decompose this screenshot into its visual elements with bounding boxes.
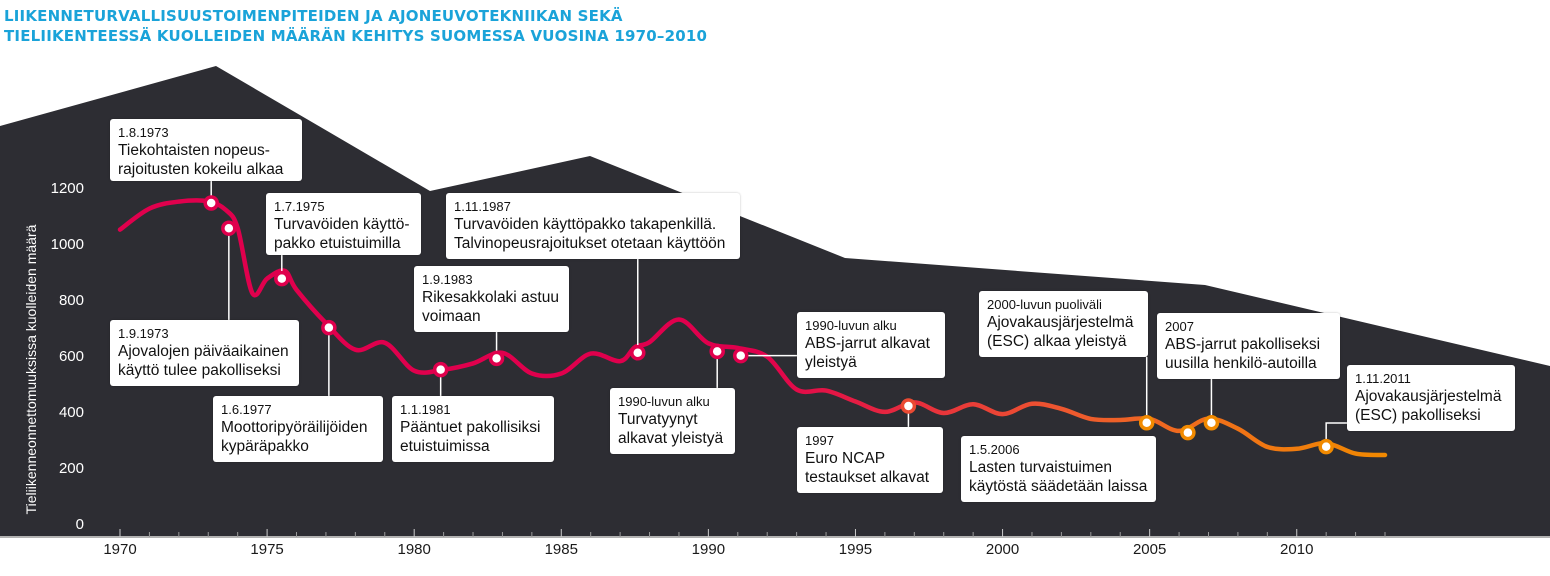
annotation-callout: 1.7.1975 Turvavöiden käyttö- pakko etuist… bbox=[266, 193, 421, 255]
annotation-callout: 1.6.1977 Moottoripyöräilijöiden kypäräpak… bbox=[213, 396, 383, 462]
marker-layer bbox=[203, 195, 1334, 455]
annotation-callout: 1.11.2011 Ajovakausjärjestelmä (ESC) pako… bbox=[1347, 365, 1515, 431]
y-tick-label: 200 bbox=[59, 460, 84, 477]
annotation-text: Turvavöiden käyttöpakko takapenkillä. Ta… bbox=[454, 216, 726, 252]
annotation-date: 2000-luvun puoliväli bbox=[987, 297, 1102, 312]
event-marker bbox=[203, 195, 219, 211]
annotation-callout: 1.8.1973 Tiekohtaisten nopeus- rajoituste… bbox=[110, 119, 302, 181]
event-marker bbox=[274, 270, 290, 287]
x-tick-label: 1985 bbox=[545, 541, 578, 558]
annotation-text: Rikesakkolaki astuu voimaan bbox=[422, 289, 559, 325]
annotation-date: 1.9.1983 bbox=[422, 272, 473, 287]
x-tick-label: 1980 bbox=[397, 541, 430, 558]
annotation-text: ABS-jarrut alkavat yleistyä bbox=[805, 335, 930, 371]
event-marker bbox=[1138, 415, 1155, 431]
annotation-callout: 1990-luvun alku ABS-jarrut alkavat yleist… bbox=[797, 312, 945, 378]
annotation-callout: 1.11.1987 Turvavöiden käyttöpakko takapen… bbox=[446, 193, 740, 259]
event-marker bbox=[630, 345, 646, 361]
annotation-date: 2007 bbox=[1165, 319, 1194, 334]
annotation-callout: 2000-luvun puoliväli Ajovakausjärjestelmä… bbox=[979, 291, 1148, 357]
annotation-date: 1997 bbox=[805, 433, 834, 448]
y-tick-label: 1200 bbox=[51, 180, 84, 197]
y-axis-label: Tieliikenneonnettomuuksissa kuolleiden m… bbox=[23, 224, 39, 514]
event-marker bbox=[732, 347, 749, 364]
annotation-date: 1990-luvun alku bbox=[618, 394, 710, 409]
event-marker bbox=[709, 343, 725, 360]
y-tick-label: 800 bbox=[59, 292, 84, 309]
annotation-text: Ajovakausjärjestelmä (ESC) pakolliseksi bbox=[1355, 388, 1502, 424]
annotation-callout: 1.1.1981 Pääntuet pakollisiksi etuistuimi… bbox=[392, 396, 554, 462]
annotation-callout: 1.9.1973 Ajovalojen päiväaikainen käyttö … bbox=[110, 320, 299, 386]
annotation-text: Turvatyynyt alkavat yleistyä bbox=[618, 411, 724, 447]
annotation-date: 1.11.1987 bbox=[454, 199, 511, 214]
y-tick-label: 1000 bbox=[51, 236, 84, 253]
x-tick-label: 2000 bbox=[986, 541, 1019, 558]
annotation-text: Pääntuet pakollisiksi etuistuimissa bbox=[400, 419, 541, 455]
x-tick-label: 1975 bbox=[250, 541, 283, 558]
event-marker bbox=[432, 361, 449, 378]
event-marker bbox=[488, 350, 505, 367]
axis-layer: 1970 1975 1980 1985 1990 1995 2000 2005 2010 0 200… bbox=[0, 180, 1550, 558]
x-tick-label: 1990 bbox=[692, 541, 725, 558]
chart-title-line-2: tieliikenteessä kuolleiden määrän kehity… bbox=[4, 27, 708, 45]
annotation-text: ABS-jarrut pakolliseksi uusilla henkilö-… bbox=[1165, 336, 1321, 372]
annotation-text: Lasten turvaistuimen käytöstä säädetään … bbox=[969, 459, 1148, 495]
event-marker bbox=[900, 398, 917, 414]
leader-line bbox=[1325, 422, 1347, 447]
x-tick-label: 1970 bbox=[103, 541, 136, 558]
event-marker bbox=[221, 220, 237, 236]
event-marker bbox=[1318, 438, 1334, 455]
chart-title-line-1: Liikenneturvallisuustoimenpiteiden ja aj… bbox=[4, 7, 623, 25]
annotation-date: 1.5.2006 bbox=[969, 442, 1020, 457]
annotation-date: 1.11.2011 bbox=[1355, 371, 1411, 386]
x-tick-label: 1995 bbox=[839, 541, 872, 558]
annotation-callout: 1997 Euro NCAP testaukset alkavat bbox=[797, 427, 943, 493]
event-marker bbox=[1180, 424, 1196, 441]
annotation-text: Tiekohtaisten nopeus- rajoitusten kokeil… bbox=[118, 142, 284, 178]
annotation-text: Euro NCAP testaukset alkavat bbox=[805, 450, 930, 486]
x-tick-label: 2005 bbox=[1133, 541, 1166, 558]
y-tick-label: 600 bbox=[59, 348, 84, 365]
annotation-date: 1.7.1975 bbox=[274, 199, 325, 214]
annotation-text: Moottoripyöräilijöiden kypäräpakko bbox=[221, 419, 368, 455]
annotation-date: 1.9.1973 bbox=[118, 326, 169, 341]
y-tick-label: 0 bbox=[76, 516, 84, 533]
chart-title: Liikenneturvallisuustoimenpiteiden ja aj… bbox=[4, 6, 707, 46]
background-silhouette bbox=[0, 66, 1550, 536]
annotation-date: 1.1.1981 bbox=[400, 402, 451, 417]
annotation-text: Ajovalojen päiväaikainen käyttö tulee pa… bbox=[118, 343, 289, 379]
annotation-callout: 2007 ABS-jarrut pakolliseksi uusilla henk… bbox=[1157, 313, 1340, 379]
event-marker bbox=[1203, 415, 1220, 431]
x-tick-label: 2010 bbox=[1280, 541, 1313, 558]
annotation-date: 1.8.1973 bbox=[118, 125, 169, 140]
event-marker bbox=[321, 319, 337, 336]
annotation-callout: 1990-luvun alku Turvatyynyt alkavat yleis… bbox=[610, 388, 735, 454]
annotation-text: Ajovakausjärjestelmä (ESC) alkaa yleisty… bbox=[987, 314, 1134, 350]
annotation-text: Turvavöiden käyttö- pakko etuistuimilla bbox=[274, 216, 410, 252]
annotation-date: 1.6.1977 bbox=[221, 402, 272, 417]
annotation-callout: 1.9.1983 Rikesakkolaki astuu voimaan bbox=[414, 266, 569, 332]
annotation-date: 1990-luvun alku bbox=[805, 318, 897, 333]
annotation-callout: 1.5.2006 Lasten turvaistuimen käytöstä sä… bbox=[961, 436, 1156, 502]
y-tick-label: 400 bbox=[59, 404, 84, 421]
